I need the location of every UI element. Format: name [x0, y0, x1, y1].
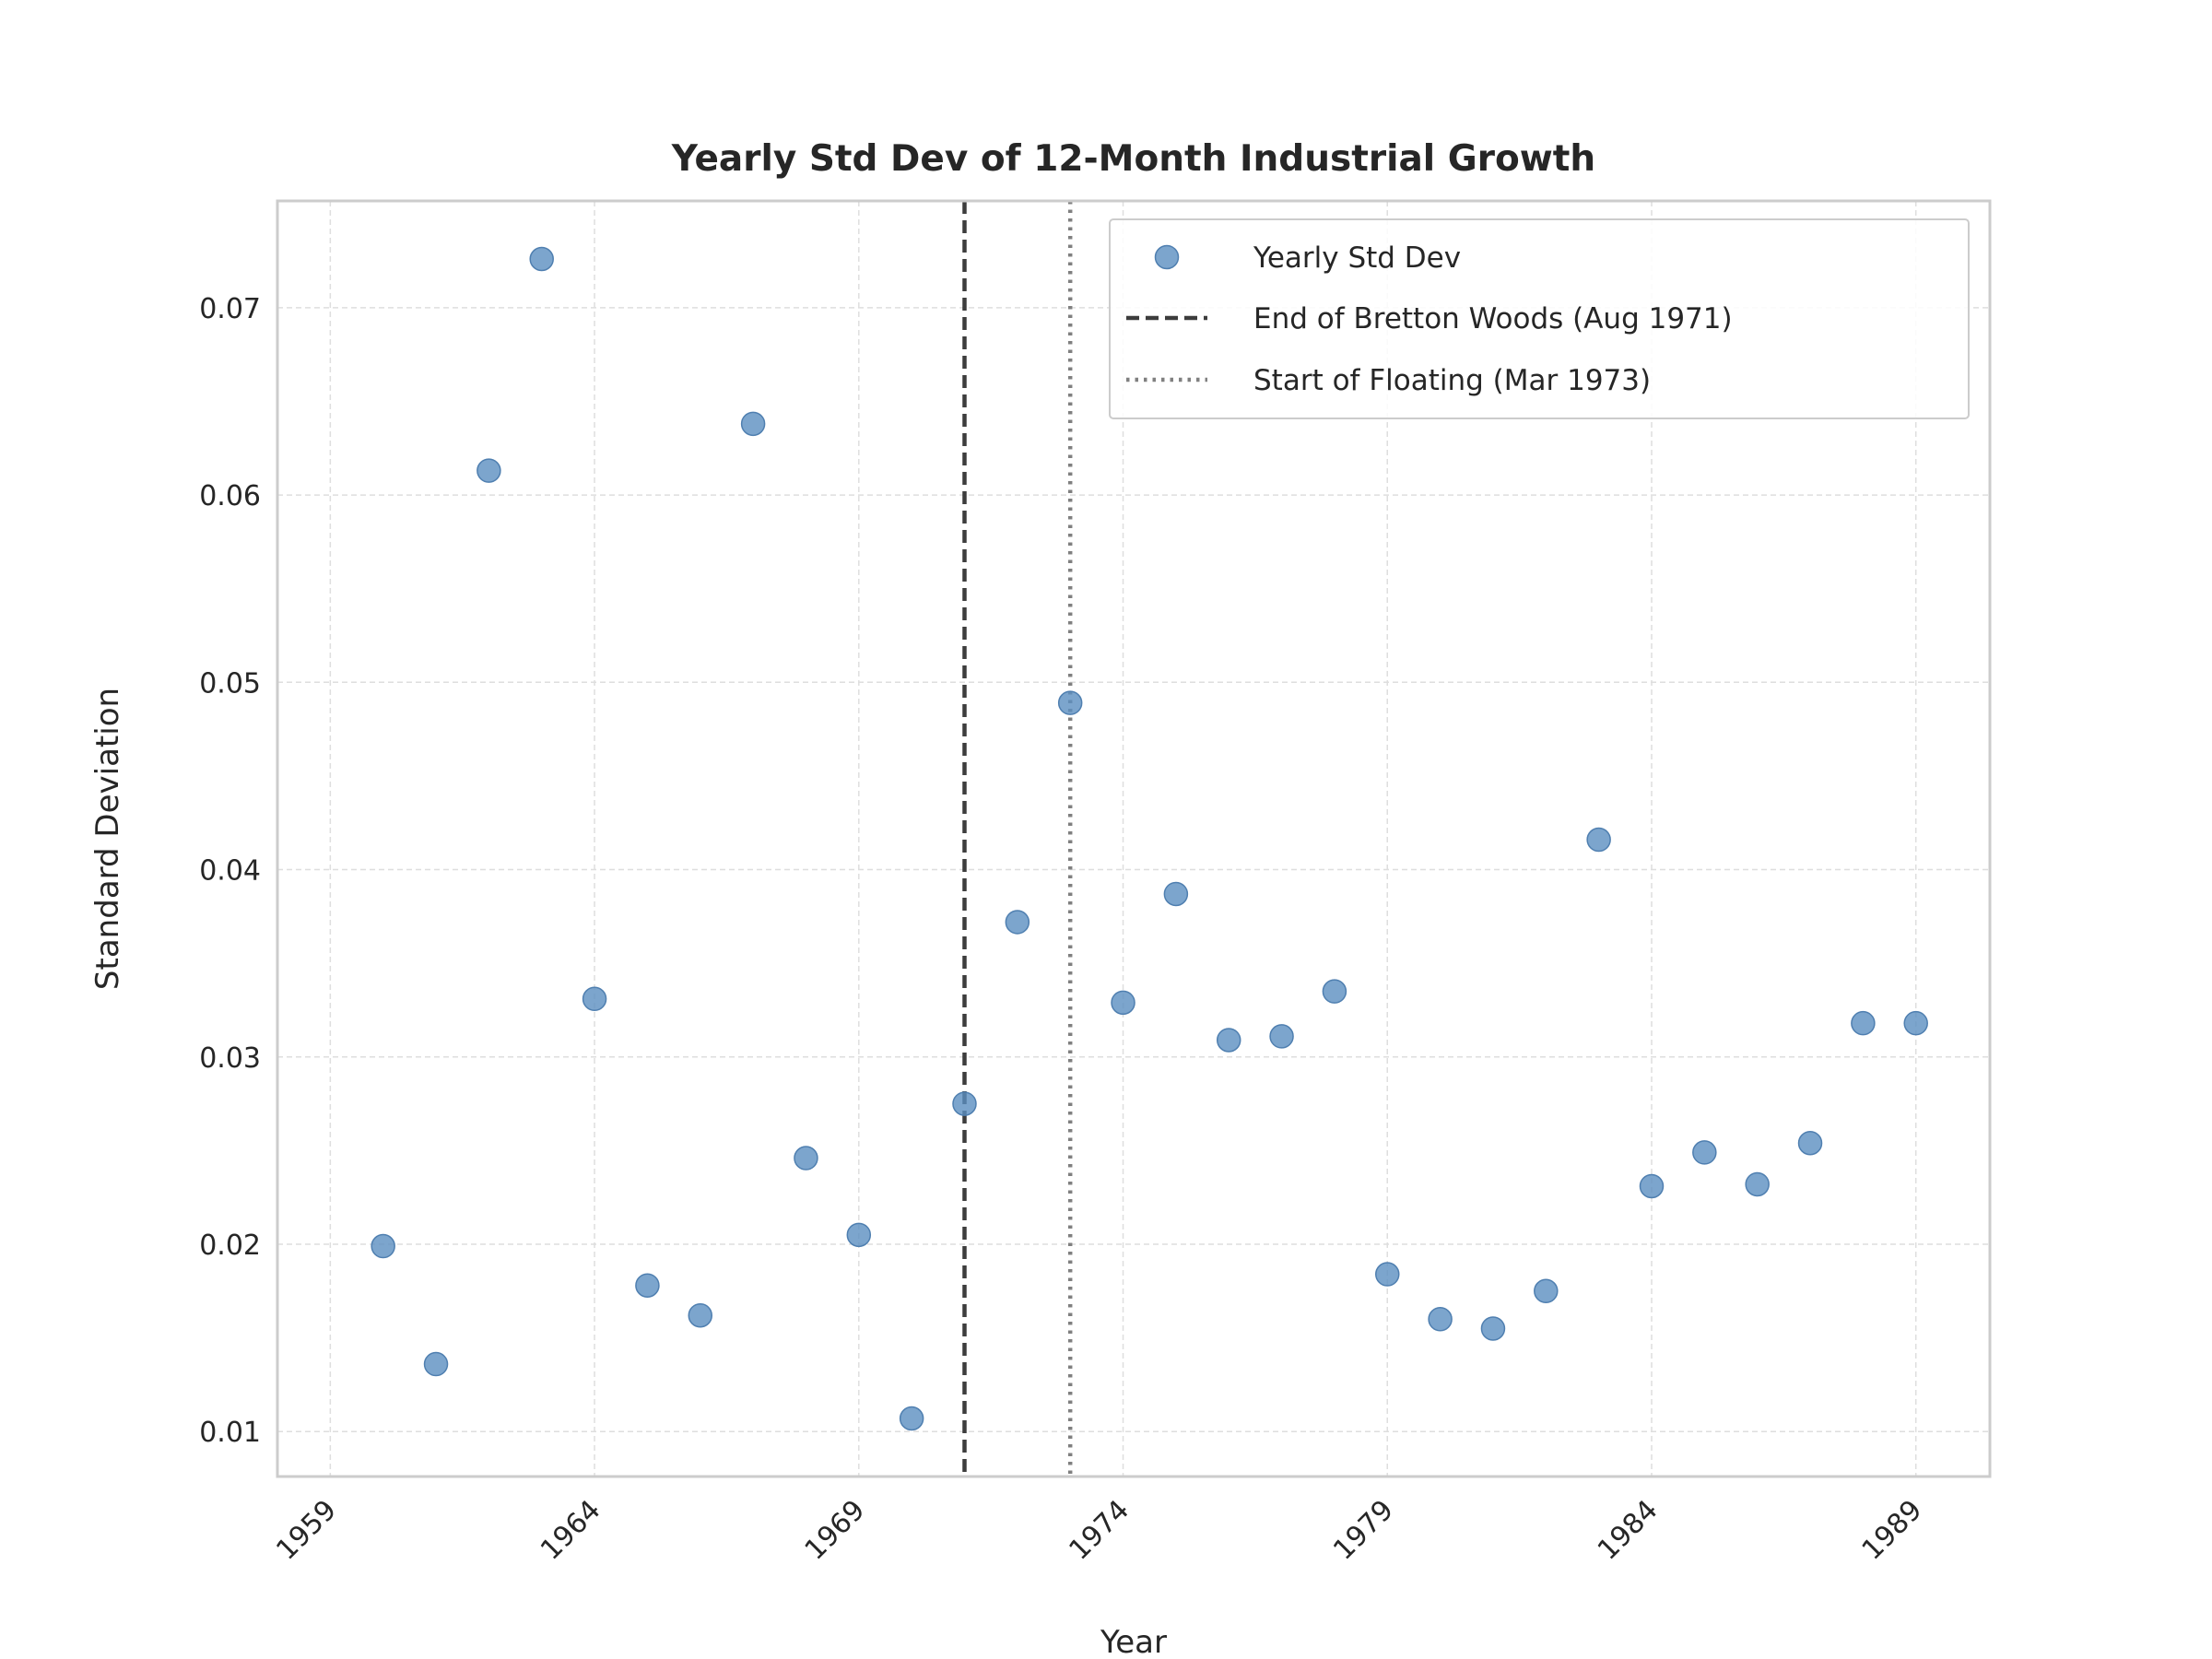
data-point — [688, 1302, 713, 1328]
legend-label-floating: Start of Floating (Mar 1973) — [1253, 364, 1651, 397]
data-point — [371, 1233, 395, 1259]
data-point — [1057, 690, 1083, 715]
data-point — [477, 458, 501, 483]
x-tick-label: 1974 — [1063, 1494, 1135, 1567]
data-point — [423, 1351, 449, 1377]
y-tick-label: 0.06 — [199, 480, 261, 512]
data-point — [529, 246, 554, 272]
y-tick-label: 0.01 — [199, 1417, 261, 1449]
y-tick-label: 0.04 — [199, 855, 261, 888]
data-point — [1005, 910, 1030, 935]
data-point — [1322, 979, 1347, 1004]
data-point — [952, 1091, 977, 1116]
plot-frame — [276, 199, 1992, 1478]
y-tick-label: 0.05 — [199, 667, 261, 700]
data-point — [1163, 881, 1189, 907]
y-axis-label: Standard Deviation — [89, 688, 126, 990]
data-point — [1375, 1262, 1400, 1287]
data-point — [1851, 1010, 1876, 1036]
data-points — [371, 246, 1928, 1431]
data-point — [846, 1222, 872, 1248]
legend-label-bretton-woods: End of Bretton Woods (Aug 1971) — [1253, 302, 1733, 335]
data-point — [1797, 1130, 1823, 1156]
data-point — [1480, 1316, 1506, 1341]
data-point — [582, 986, 607, 1012]
data-point — [1745, 1171, 1770, 1197]
x-tick-label: 1969 — [799, 1494, 872, 1567]
data-point — [1639, 1173, 1665, 1199]
x-tick-label: 1964 — [535, 1494, 607, 1567]
data-point — [899, 1406, 924, 1431]
x-tick-label: 1959 — [270, 1494, 343, 1567]
x-tick-label: 1989 — [1856, 1494, 1929, 1567]
data-point — [1692, 1140, 1717, 1165]
axis-ticks: 1959 1964 1969 1974 1979 1984 1989 0.01 0.02 0.03… — [199, 293, 1928, 1567]
data-point — [740, 411, 766, 437]
legend-label-series: Yearly Std Dev — [1253, 241, 1461, 275]
legend-marker-scatter — [1154, 244, 1180, 270]
x-tick-label: 1984 — [1592, 1494, 1665, 1567]
legend-box — [1109, 218, 1970, 419]
x-axis-label: Year — [1100, 1624, 1167, 1659]
data-point — [1534, 1278, 1559, 1304]
y-tick-label: 0.07 — [199, 293, 261, 325]
data-point — [1269, 1024, 1294, 1049]
x-tick-label: 1979 — [1327, 1494, 1400, 1567]
data-point — [1903, 1010, 1928, 1036]
y-tick-label: 0.02 — [199, 1230, 261, 1262]
data-point — [794, 1146, 818, 1171]
data-point — [1111, 990, 1135, 1016]
reference-lines — [962, 201, 1073, 1477]
chart-title: Yearly Std Dev of 12-Month Industrial Gr… — [671, 138, 1595, 180]
data-point — [1428, 1307, 1453, 1332]
data-point — [635, 1273, 660, 1298]
y-tick-label: 0.03 — [199, 1042, 261, 1075]
data-point — [1216, 1028, 1241, 1053]
legend: Yearly Std Dev End of Bretton Woods (Aug… — [1109, 218, 1970, 419]
data-point — [1586, 827, 1611, 853]
